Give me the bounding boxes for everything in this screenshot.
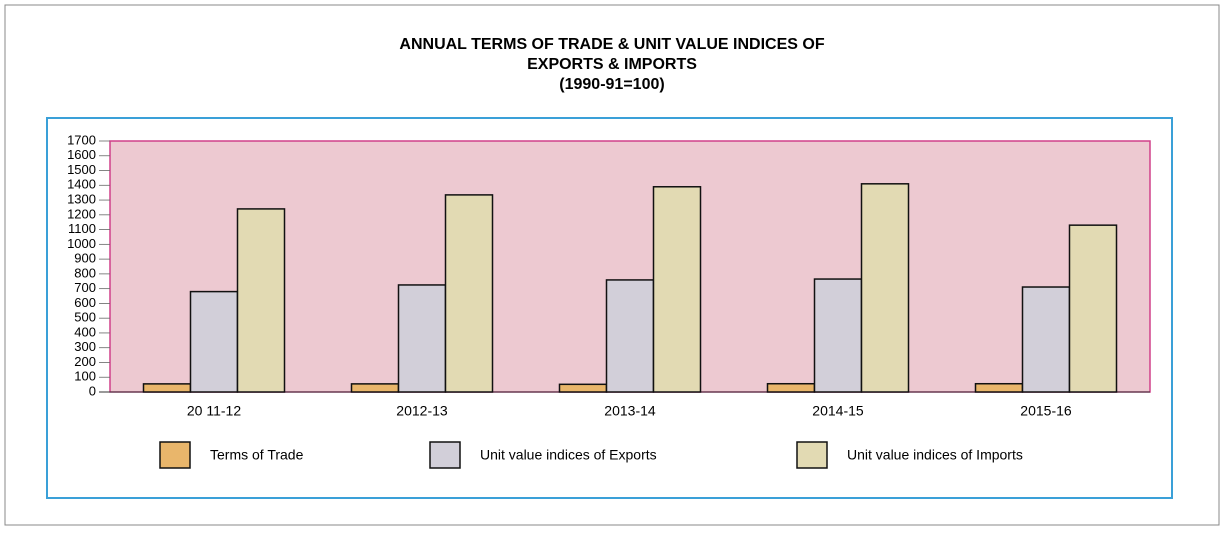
legend-label: Unit value indices of Imports: [847, 447, 1023, 463]
bar: [813, 278, 863, 393]
y-tick-label: 1600: [67, 147, 96, 162]
y-tick-label: 100: [74, 369, 96, 384]
legend-swatch: [159, 441, 191, 469]
bar: [974, 382, 1024, 393]
y-tick-label: 1200: [67, 206, 96, 221]
bar: [350, 383, 400, 393]
chart-title: (1990-91=100): [559, 76, 664, 93]
y-tick-label: 500: [74, 310, 96, 325]
y-tick-label: 300: [74, 339, 96, 354]
x-tick-label: 2015-16: [1020, 403, 1072, 419]
legend-swatch: [796, 441, 828, 469]
bar: [1068, 224, 1118, 393]
bar: [397, 284, 447, 393]
y-tick-label: 1000: [67, 236, 96, 251]
y-tick-label: 0: [89, 383, 96, 398]
bar: [766, 382, 816, 393]
x-tick-label: 2013-14: [604, 403, 656, 419]
legend-swatch: [429, 441, 461, 469]
legend-label: Unit value indices of Exports: [480, 447, 657, 463]
bar: [189, 290, 239, 393]
bar: [444, 194, 494, 393]
y-tick-label: 1500: [67, 162, 96, 177]
bar: [605, 279, 655, 393]
bar: [236, 208, 286, 393]
y-tick-label: 800: [74, 265, 96, 280]
bar: [652, 186, 702, 393]
bar: [558, 383, 608, 393]
x-tick-label: 2012-13: [396, 403, 448, 419]
x-tick-label: 20 11-12: [187, 403, 241, 419]
y-tick-label: 1400: [67, 177, 96, 192]
y-tick-label: 600: [74, 295, 96, 310]
y-tick-label: 200: [74, 354, 96, 369]
y-tick-label: 1100: [68, 221, 96, 236]
chart-title: ANNUAL TERMS OF TRADE & UNIT VALUE INDIC…: [399, 36, 824, 53]
y-tick-label: 1300: [67, 191, 96, 206]
y-tick-label: 700: [74, 280, 96, 295]
y-tick-label: 900: [74, 251, 96, 266]
legend-label: Terms of Trade: [210, 447, 304, 463]
x-tick-label: 2014-15: [812, 403, 864, 419]
bar: [860, 183, 910, 393]
chart-title: EXPORTS & IMPORTS: [527, 56, 697, 73]
bar: [142, 383, 192, 393]
bar: [1021, 286, 1071, 393]
y-tick-label: 1700: [67, 132, 96, 147]
y-tick-label: 400: [74, 324, 96, 339]
